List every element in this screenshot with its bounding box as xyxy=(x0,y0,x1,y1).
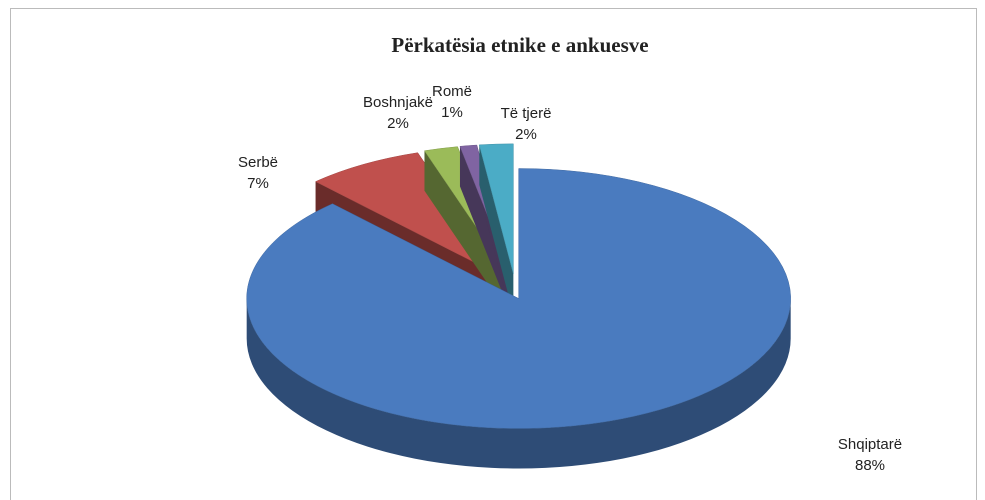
slice xyxy=(246,168,791,469)
slice-side xyxy=(479,144,514,314)
slice xyxy=(478,143,514,314)
slice-top xyxy=(478,143,514,274)
slice-wall xyxy=(246,298,791,469)
slice-top xyxy=(314,152,502,277)
slice-value-label: 88% xyxy=(855,457,885,474)
slice-value-label: 2% xyxy=(515,126,537,143)
slice-label: Serbë xyxy=(238,154,278,171)
slice-side xyxy=(459,146,511,315)
slice-value-label: 2% xyxy=(387,115,409,132)
slice-label: Boshnjakë xyxy=(363,94,433,111)
slice-value-label: 7% xyxy=(247,175,269,192)
slice-label: Romë xyxy=(432,83,472,100)
slice-side xyxy=(424,150,509,315)
slice-top xyxy=(246,168,791,429)
slice-label: Të tjerë xyxy=(501,105,552,122)
slice-label: Shqiptarë xyxy=(838,436,902,453)
chart-title: Përkatësia etnike e ankuesve xyxy=(391,33,648,57)
slice-value-label: 1% xyxy=(441,104,463,121)
